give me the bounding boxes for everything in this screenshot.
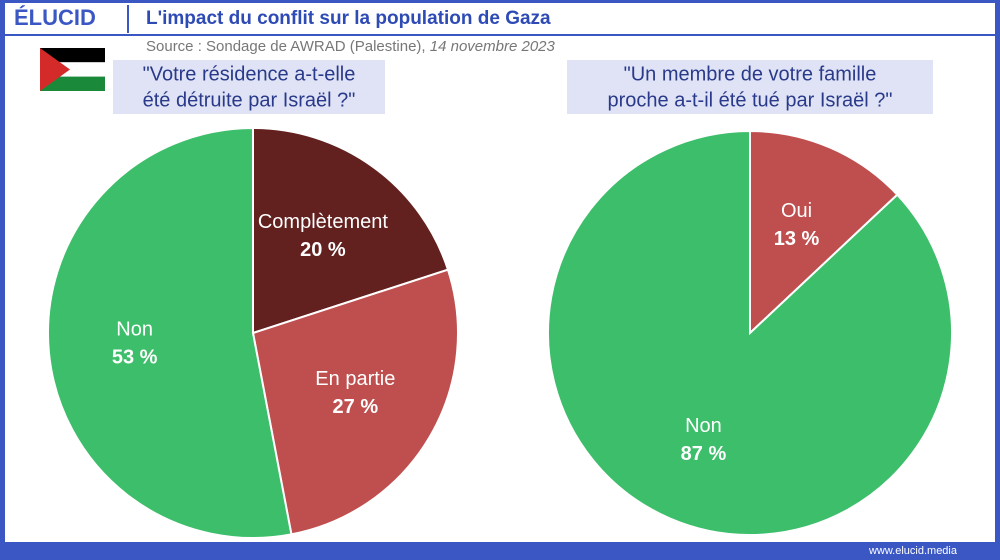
question-box: [567, 60, 933, 114]
brand: ÉLUCID: [14, 5, 96, 30]
pie-slice: [547, 129, 954, 536]
slice-value: 13 %: [774, 228, 820, 250]
question: "Votre résidence a-t-elle: [143, 63, 356, 85]
flag: [40, 48, 105, 91]
source-text: Source : Sondage de AWRAD (Palestine),: [146, 38, 430, 55]
source-date: 14 novembre 2023: [430, 38, 556, 55]
slice-value: 20 %: [300, 239, 346, 261]
page-title: L'impact du conflit sur la population de…: [146, 8, 551, 29]
slice-label: Non: [685, 415, 722, 437]
source: Source : Sondage de AWRAD (Palestine), 1…: [146, 38, 556, 55]
pie-slice: [749, 129, 899, 336]
slice-value: 27 %: [333, 396, 379, 418]
question: "Un membre de votre famille: [624, 63, 877, 85]
slice-label: En partie: [315, 368, 395, 390]
slice-value: 87 %: [681, 443, 727, 465]
pie-slice: [252, 126, 450, 335]
question: été détruite par Israël ?": [143, 89, 356, 111]
question: proche a-t-il été tué par Israël ?": [607, 89, 892, 111]
pie-slice: [251, 268, 459, 536]
slice-label: Oui: [781, 200, 812, 222]
pie-slice: [47, 126, 293, 539]
slice-value: 53 %: [112, 346, 158, 368]
top-bar: [5, 3, 995, 34]
question-box: [113, 60, 385, 114]
slice-label: Non: [116, 318, 153, 340]
footer: www.elucid.media: [868, 545, 958, 557]
slice-label: Complètement: [258, 211, 389, 233]
